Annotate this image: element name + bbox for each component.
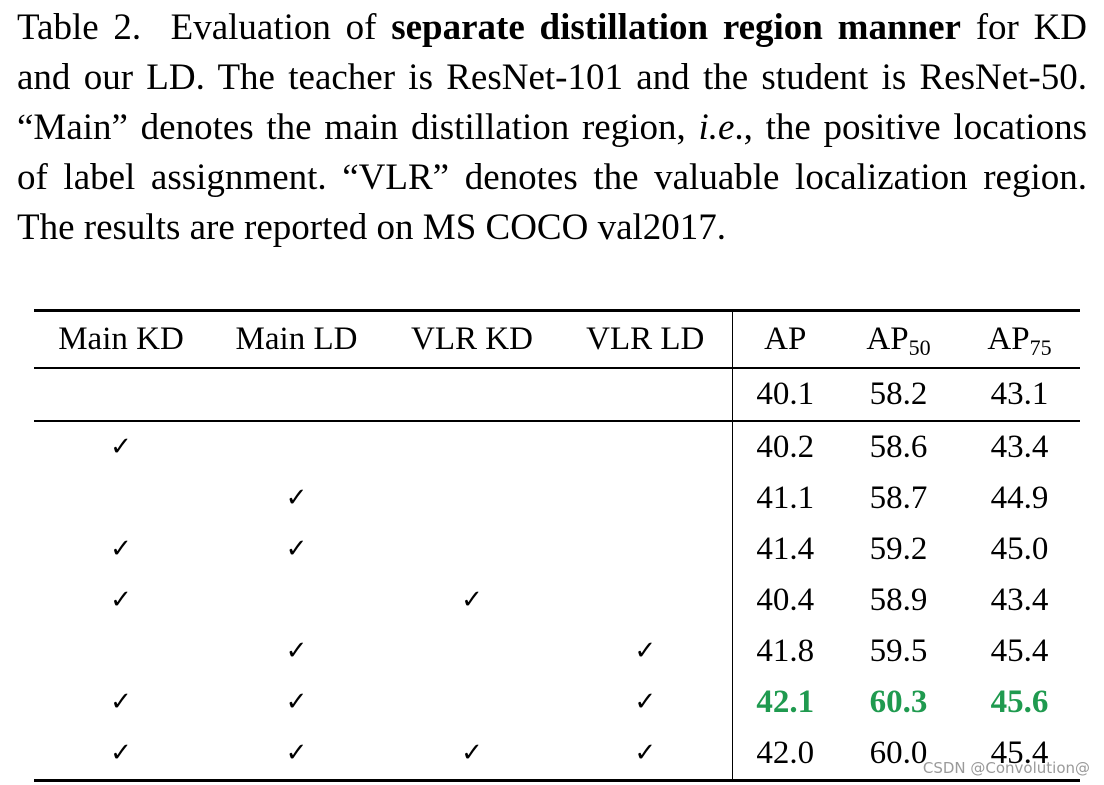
cell-ap: 42.1 (731, 677, 838, 728)
header-ap75: AP75 (959, 310, 1080, 369)
header-ap75-base: AP (987, 321, 1030, 357)
cell-ap50: 58.2 (838, 368, 959, 422)
cell-vlr-ld: ✓ (634, 687, 657, 717)
cell-main-ld: ✓ (285, 636, 308, 666)
cell-main-kd: ✓ (110, 585, 132, 615)
cell-vlr-kd: ✓ (461, 585, 483, 615)
cell-main-ld (208, 421, 385, 473)
cell-ap: 41.8 (731, 626, 838, 677)
cell-vlr-kd (385, 626, 559, 677)
table-row: ✓ ✓ 40.4 58.9 43.4 (34, 575, 1080, 626)
cell-vlr-ld (559, 575, 732, 626)
cell-ap75: 43.4 (990, 429, 1049, 465)
cell-ap: 40.1 (731, 368, 838, 422)
cell-ap75: 44.9 (990, 480, 1049, 516)
table-row: ✓ 41.1 58.7 44.9 (34, 473, 1080, 524)
cell-ap: 41.1 (731, 473, 838, 524)
cell-main-ld (208, 368, 385, 422)
cell-ap50: 58.6 (869, 429, 928, 465)
cell-vlr-ld: ✓ (559, 728, 732, 782)
watermark: CSDN @Convolution@ (922, 759, 1090, 777)
caption-text-mid: for KD and our LD. The teacher is ResNet… (17, 7, 1088, 148)
caption-text-post: ., the positive locations of label assig… (17, 107, 1087, 248)
cell-ap75: 45.0 (990, 531, 1049, 567)
cell-vlr-kd (385, 677, 559, 728)
header-main-kd: Main KD (34, 310, 208, 369)
cell-vlr-kd (385, 421, 559, 473)
cell-main-kd: ✓ (110, 687, 132, 717)
cell-ap50: 59.5 (869, 633, 928, 669)
cell-main-kd: ✓ (110, 534, 132, 564)
cell-ap50: 60.0 (838, 728, 959, 782)
cell-ap75: 43.4 (990, 582, 1049, 618)
cell-vlr-kd (385, 524, 559, 575)
cell-main-ld (208, 575, 385, 626)
cell-vlr-ld (559, 421, 732, 473)
cell-ap: 40.2 (731, 421, 838, 473)
cell-ap75: 45.4 (959, 728, 1080, 782)
cell-main-kd (34, 368, 208, 422)
cell-vlr-kd: ✓ (385, 728, 559, 782)
cell-vlr-kd (385, 368, 559, 422)
cell-vlr-ld (559, 524, 732, 575)
caption-label: Table 2. (17, 7, 142, 48)
table-row: ✓ 40.2 58.6 43.4 (34, 421, 1080, 473)
table-row: 40.1 58.2 43.1 (34, 368, 1080, 422)
header-ap50-sub: 50 (908, 335, 931, 360)
header-ap50-base: AP (866, 321, 909, 357)
cell-main-ld: ✓ (285, 687, 308, 717)
cell-main-ld: ✓ (285, 534, 308, 564)
cell-ap50: 60.3 (869, 684, 928, 720)
cell-ap75: 45.4 (990, 633, 1049, 669)
cell-ap50: 59.2 (869, 531, 928, 567)
header-ap50: AP50 (838, 310, 959, 369)
cell-ap50: 58.9 (869, 582, 928, 618)
caption-italic-ie: i.e (698, 107, 735, 148)
cell-main-kd: ✓ (110, 432, 132, 462)
header-main-ld: Main LD (208, 310, 385, 369)
header-ap75-sub: 75 (1029, 335, 1052, 360)
cell-main-ld: ✓ (285, 483, 308, 513)
header-ap: AP (731, 310, 838, 369)
cell-main-ld: ✓ (208, 728, 385, 782)
header-vlr-ld: VLR LD (559, 310, 732, 369)
cell-ap: 41.4 (731, 524, 838, 575)
cell-vlr-ld: ✓ (634, 636, 657, 666)
cell-vlr-ld (559, 368, 732, 422)
results-table: Main KD Main LD VLR KD VLR LD AP AP50 AP… (34, 309, 1080, 782)
cell-vlr-kd (385, 473, 559, 524)
table-caption: Table 2. Evaluation of separate distilla… (17, 3, 1087, 253)
header-row: Main KD Main LD VLR KD VLR LD AP AP50 AP… (34, 310, 1080, 369)
table-body: 40.1 58.2 43.1 ✓ 40.2 58.6 43.4 ✓ 41.1 58.7 44.9 ✓ ✓… (34, 368, 1080, 782)
cell-ap: 40.4 (731, 575, 838, 626)
cell-main-kd (34, 626, 208, 677)
table-row: ✓ ✓ ✓ ✓ 42.0 60.0 45.4 (34, 728, 1080, 782)
header-vlr-kd: VLR KD (385, 310, 559, 369)
cell-ap: 42.0 (731, 728, 838, 782)
cell-ap50: 58.7 (869, 480, 928, 516)
cell-vlr-ld (559, 473, 732, 524)
cell-main-kd (34, 473, 208, 524)
table-row: ✓ ✓ 41.4 59.2 45.0 (34, 524, 1080, 575)
results-table-wrapper: Main KD Main LD VLR KD VLR LD AP AP50 AP… (34, 309, 1080, 782)
caption-bold-phrase: separate distillation region manner (391, 7, 961, 48)
table-row: ✓ ✓ 41.8 59.5 45.4 (34, 626, 1080, 677)
cell-ap75: 45.6 (990, 684, 1049, 720)
cell-main-kd: ✓ (34, 728, 208, 782)
table-row: ✓ ✓ ✓ 42.1 60.3 45.6 (34, 677, 1080, 728)
caption-text-pre: Evaluation of (170, 7, 392, 48)
cell-ap75: 43.1 (959, 368, 1080, 422)
